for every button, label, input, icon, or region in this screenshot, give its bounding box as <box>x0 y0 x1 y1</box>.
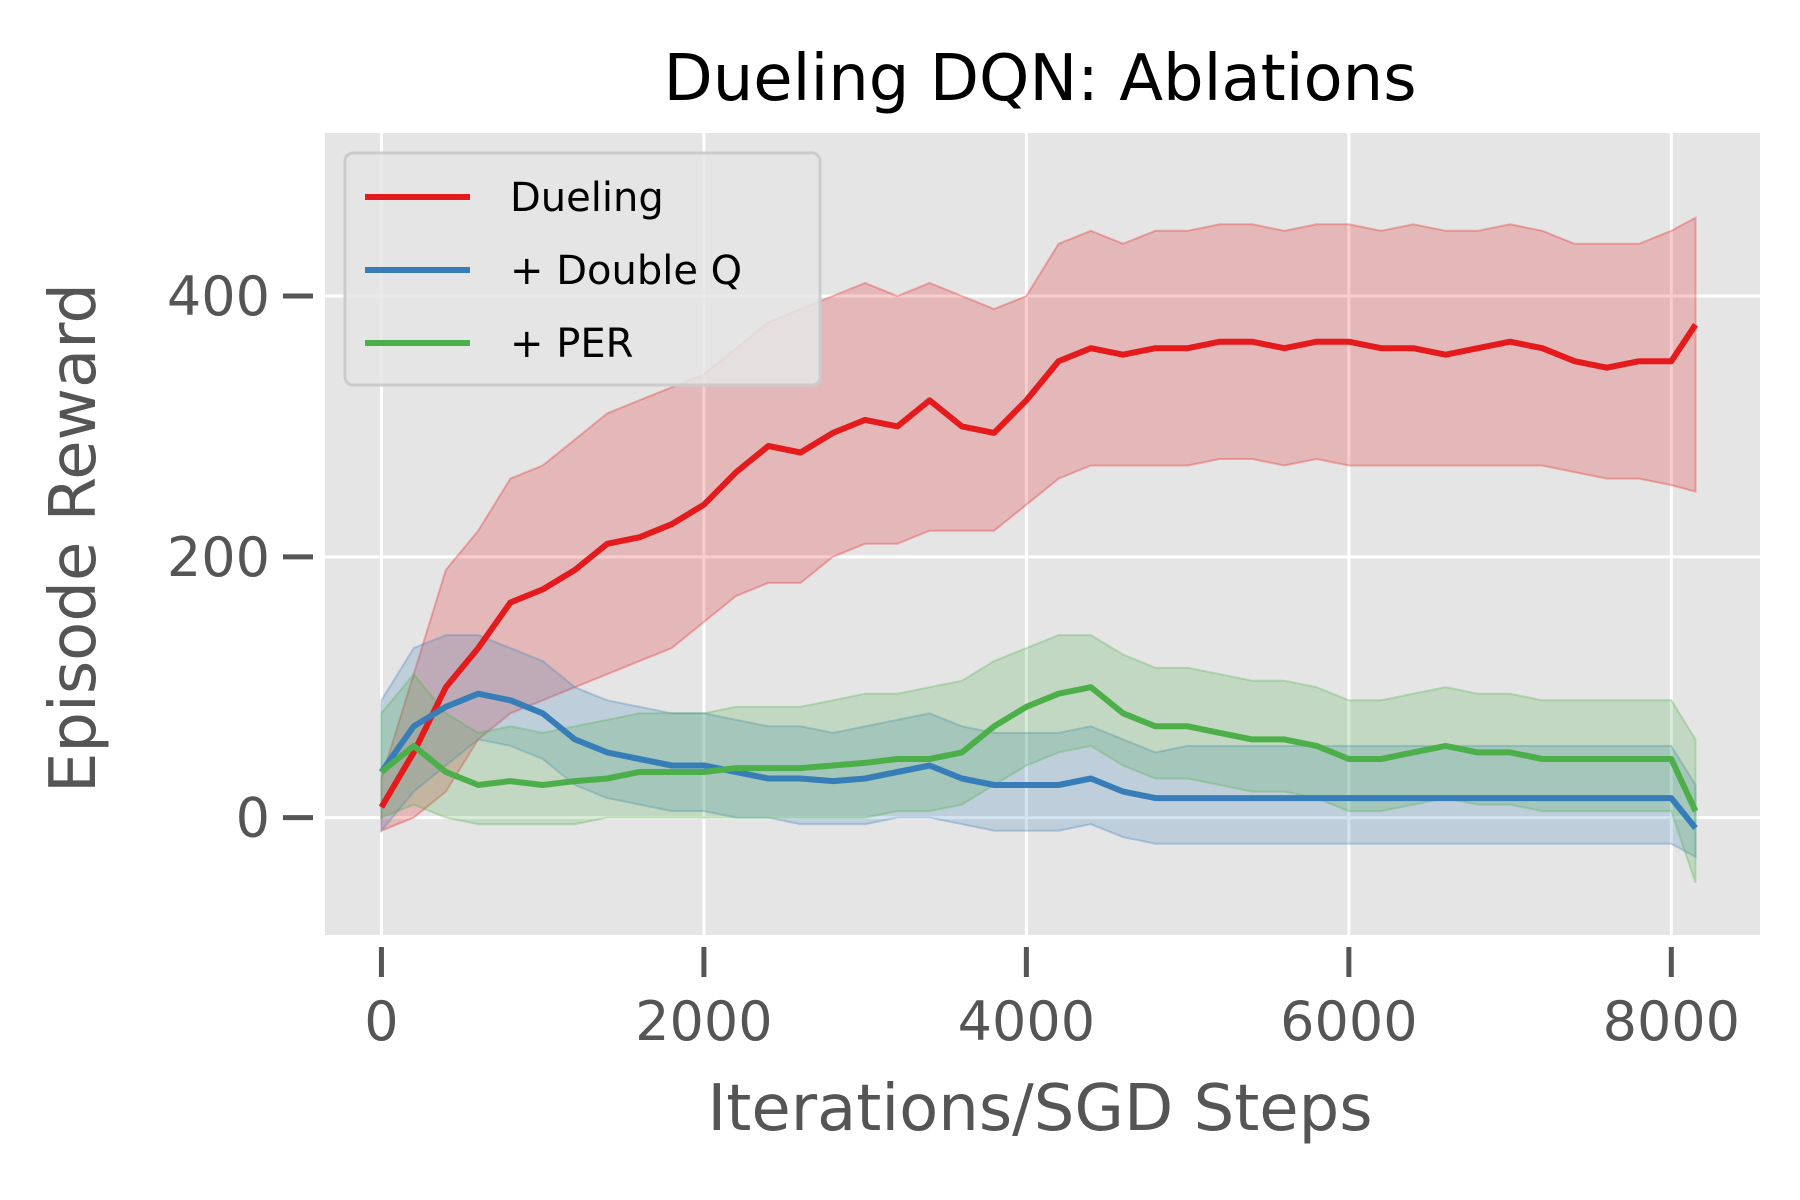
legend-box <box>343 151 822 387</box>
y-tick-label: 0 <box>236 787 270 850</box>
x-tick-label: 0 <box>364 990 398 1053</box>
chart-title: Dueling DQN: Ablations <box>663 42 1416 116</box>
x-axis-label: Iterations/SGD Steps <box>707 1072 1372 1146</box>
x-tick-label: 6000 <box>1280 990 1417 1053</box>
y-tick-label: 200 <box>167 526 270 589</box>
legend-label: Dueling <box>510 175 664 221</box>
x-axis-ticks: 0 2000 4000 6000 8000 <box>364 947 1740 1053</box>
y-axis-ticks: 0 200 400 <box>167 265 313 850</box>
x-tick-label: 4000 <box>958 990 1095 1053</box>
x-tick-label: 8000 <box>1603 990 1740 1053</box>
series-line-dueling <box>378 323 1699 809</box>
series-line-per <box>379 684 1699 813</box>
legend-label: + PER <box>510 321 633 367</box>
x-tick-label: 2000 <box>635 990 772 1053</box>
y-tick-label: 400 <box>167 265 270 328</box>
band-per <box>380 634 1697 884</box>
y-axis-label: Episode Reward <box>37 283 111 793</box>
band-double-q <box>380 634 1697 859</box>
series-lines <box>378 323 1699 830</box>
legend-label: + Double Q <box>510 248 742 294</box>
legend: Dueling + Double Q + PER <box>343 151 822 387</box>
series-line-double-q <box>378 690 1698 830</box>
